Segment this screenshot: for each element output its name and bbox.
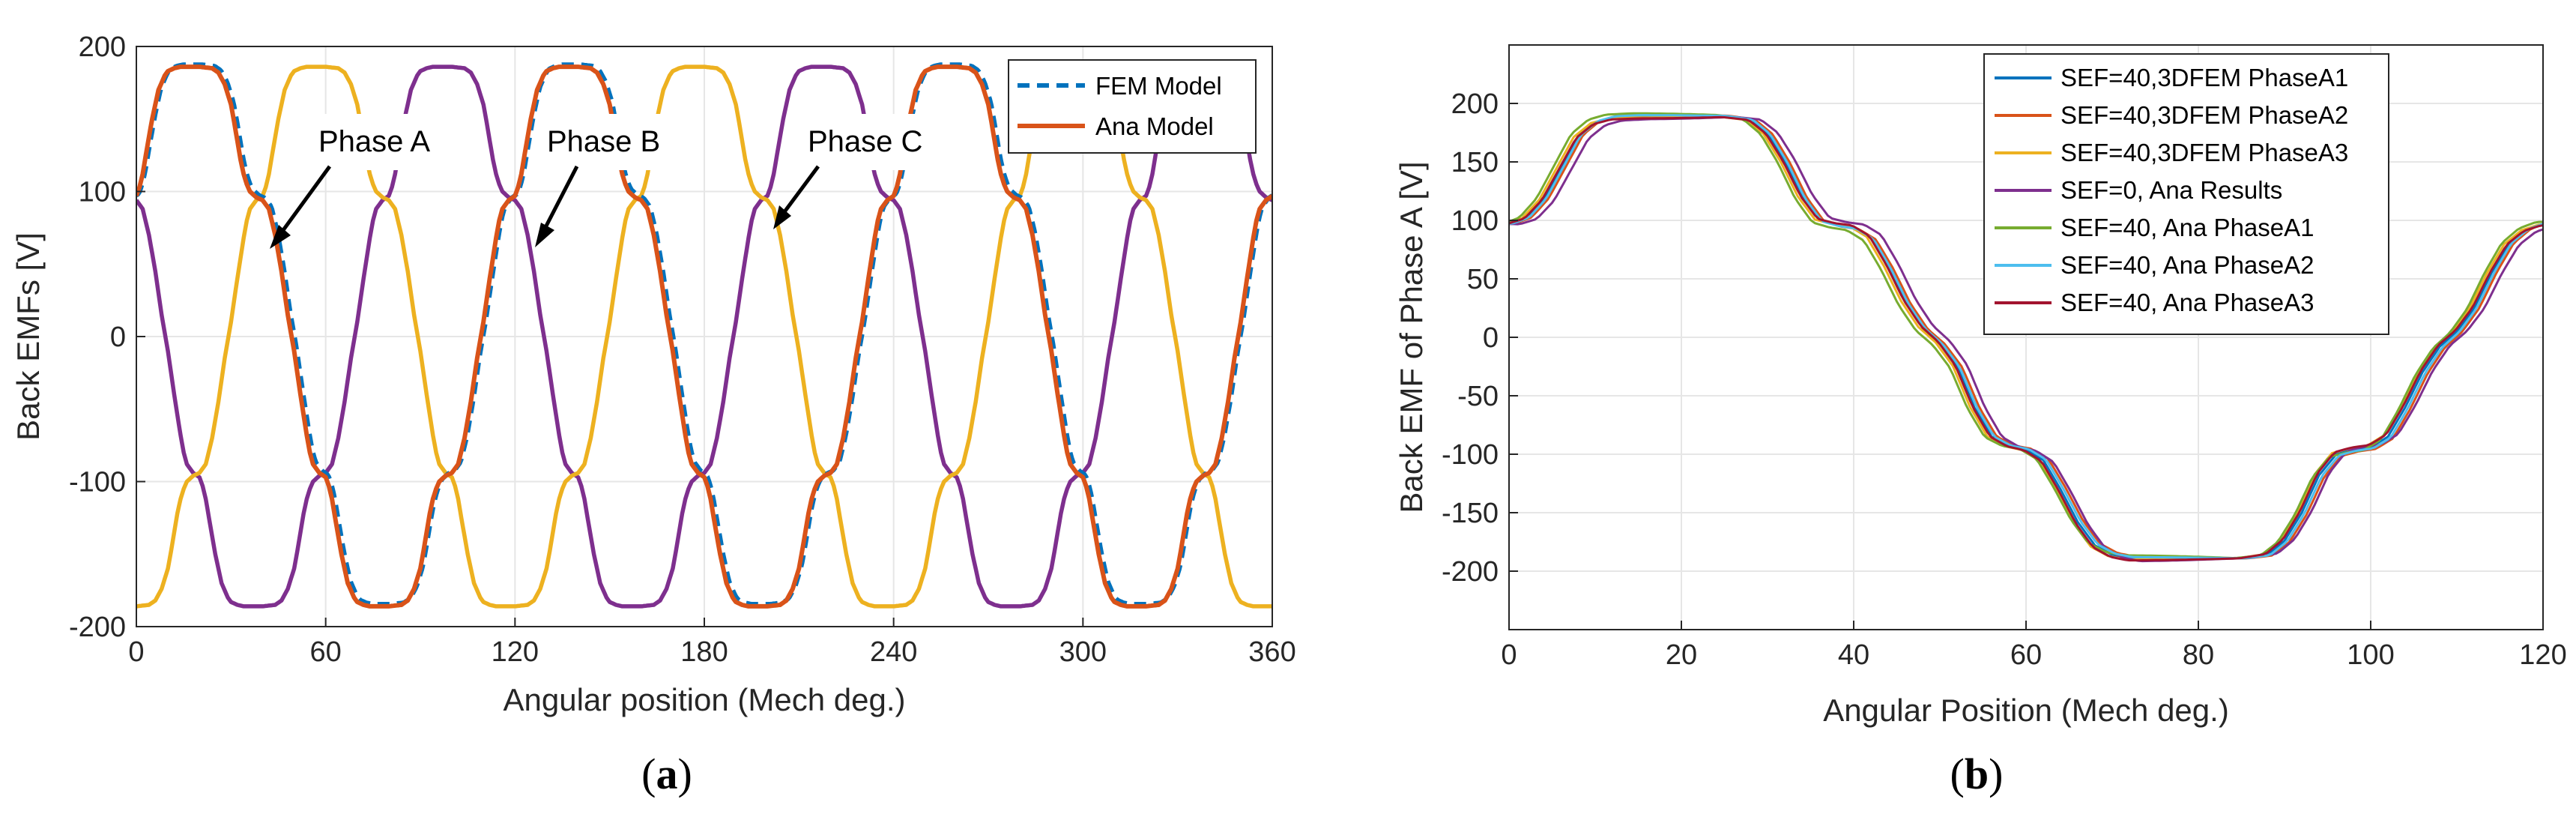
panel-a-y-tick-label: -200 [69,612,126,643]
panel-a-y-axis-label: Back EMFs [V] [10,232,46,441]
caption-b-letter: b [1965,750,1989,798]
panel-a-x-axis-label: Angular position (Mech deg.) [504,682,906,717]
panel-b-legend-box [1983,53,2389,335]
panel-a-x-tick-label: 60 [310,636,342,668]
panel-a-x-tick-label: 0 [128,636,144,668]
panel-b-legend-label-5: SEF=40, Ana PhaseA1 [2061,214,2315,241]
panel-b-y-axis-label: Back EMF of Phase A [V] [1394,161,1429,513]
panel-b-y-ticks: -200 -150 -100 -50 0 50 100 150 200 [1442,88,1518,588]
panel-b-x-tick-label: 40 [1838,639,1869,671]
panel-b-y-tick-label: 50 [1467,264,1499,295]
caption-a-open: ( [641,750,656,798]
panel-b-y-tick-label: 200 [1451,88,1499,120]
panel-b-series-6 [1509,114,2543,560]
panel-b-legend-label-2: SEF=40,3DFEM PhaseA2 [2061,101,2348,129]
panel-b-x-ticks: 0 20 40 60 80 100 120 [1501,621,2567,671]
annotation-phase-a-arrowhead [270,225,291,249]
panel-b-legend: SEF=40,3DFEM PhaseA1 SEF=40,3DFEM PhaseA2… [1983,53,2389,335]
annotation-phase-c: Phase C [808,125,922,158]
panel-a-series-phase-a-ana-model [136,64,1272,609]
caption-b-close: ) [1989,750,2003,798]
panel-a-caption: (a) [641,750,692,798]
legend-label-ana: Ana Model [1095,112,1214,140]
annotation-phase-b-arrowhead [535,223,554,247]
panel-b-y-tick-label: 150 [1451,147,1499,178]
panel-b-y-tick-label: 0 [1483,322,1499,354]
panel-b-legend-label-6: SEF=40, Ana PhaseA2 [2061,251,2315,279]
panel-b-x-tick-label: 60 [2010,639,2042,671]
panel-b-y-tick-label: -100 [1442,439,1499,471]
panel-a-y-ticks: -200 -100 0 100 200 [69,31,145,643]
panel-b-series-7 [1509,115,2543,562]
annotation-phase-c-box [800,114,958,170]
caption-a-letter: a [656,750,678,798]
panel-b: 0 20 40 60 80 100 120 -200 -150 -100 -50 0 50 100 150… [1394,44,2567,798]
panel-a-x-tick-label: 120 [492,636,539,668]
panel-a-x-tick-label: 300 [1059,636,1107,668]
panel-b-x-tick-label: 20 [1666,639,1697,671]
annotation-phase-a: Phase A [318,125,430,158]
panel-a-x-ticks: 0 60 120 180 240 300 360 [128,618,1296,668]
panel-b-caption: (b) [1950,750,2004,798]
panel-b-y-tick-label: 100 [1451,205,1499,237]
panel-b-x-tick-label: 120 [2519,639,2566,671]
panel-b-x-tick-label: 0 [1501,639,1517,671]
panel-a-y-tick-label: 200 [79,31,126,63]
panel-a-y-tick-label: 100 [79,177,126,208]
panel-a-series-phase-a-fem-model [136,62,1272,606]
annotation-phase-b-box [539,114,697,170]
annotation-phase-b: Phase B [547,125,660,158]
legend-label-fem: FEM Model [1095,72,1222,100]
annotation-phase-a-box [311,114,468,170]
caption-b-open: ( [1950,750,1965,798]
panel-a: 0 60 120 180 240 300 360 -200 -100 0 100 200 Angul… [10,31,1296,798]
caption-a-close: ) [678,750,692,798]
panel-a-x-tick-label: 360 [1248,636,1295,668]
panel-b-legend-label-1: SEF=40,3DFEM PhaseA1 [2061,64,2348,91]
panel-b-y-tick-label: -50 [1457,381,1499,412]
panel-b-x-tick-label: 100 [2347,639,2394,671]
panel-b-legend-label-7: SEF=40, Ana PhaseA3 [2061,289,2315,316]
panel-a-x-tick-label: 240 [870,636,917,668]
annotation-phase-a-arrow [275,165,332,240]
panel-b-y-tick-label: -200 [1442,556,1499,588]
panel-a-annotations: Phase A Phase B Phase C [270,114,958,249]
panel-b-x-axis-label: Angular Position (Mech deg.) [1823,693,2229,728]
panel-a-legend: FEM Model Ana Model [1008,59,1257,154]
panel-b-y-tick-label: -150 [1442,498,1499,529]
annotation-phase-c-arrowhead [773,205,791,229]
panel-b-x-tick-label: 80 [2183,639,2214,671]
annotation-phase-b-arrow [539,165,579,238]
panel-a-y-tick-label: -100 [69,467,126,498]
panel-b-series [1509,112,2543,563]
panel-a-y-tick-label: 0 [110,322,126,353]
annotation-phase-c-arrow [777,165,820,220]
panel-a-x-tick-label: 180 [680,636,728,668]
panel-b-legend-label-3: SEF=40,3DFEM PhaseA3 [2061,139,2348,166]
panel-b-legend-label-4: SEF=0, Ana Results [2061,176,2282,204]
panel-a-legend-box [1008,59,1257,154]
